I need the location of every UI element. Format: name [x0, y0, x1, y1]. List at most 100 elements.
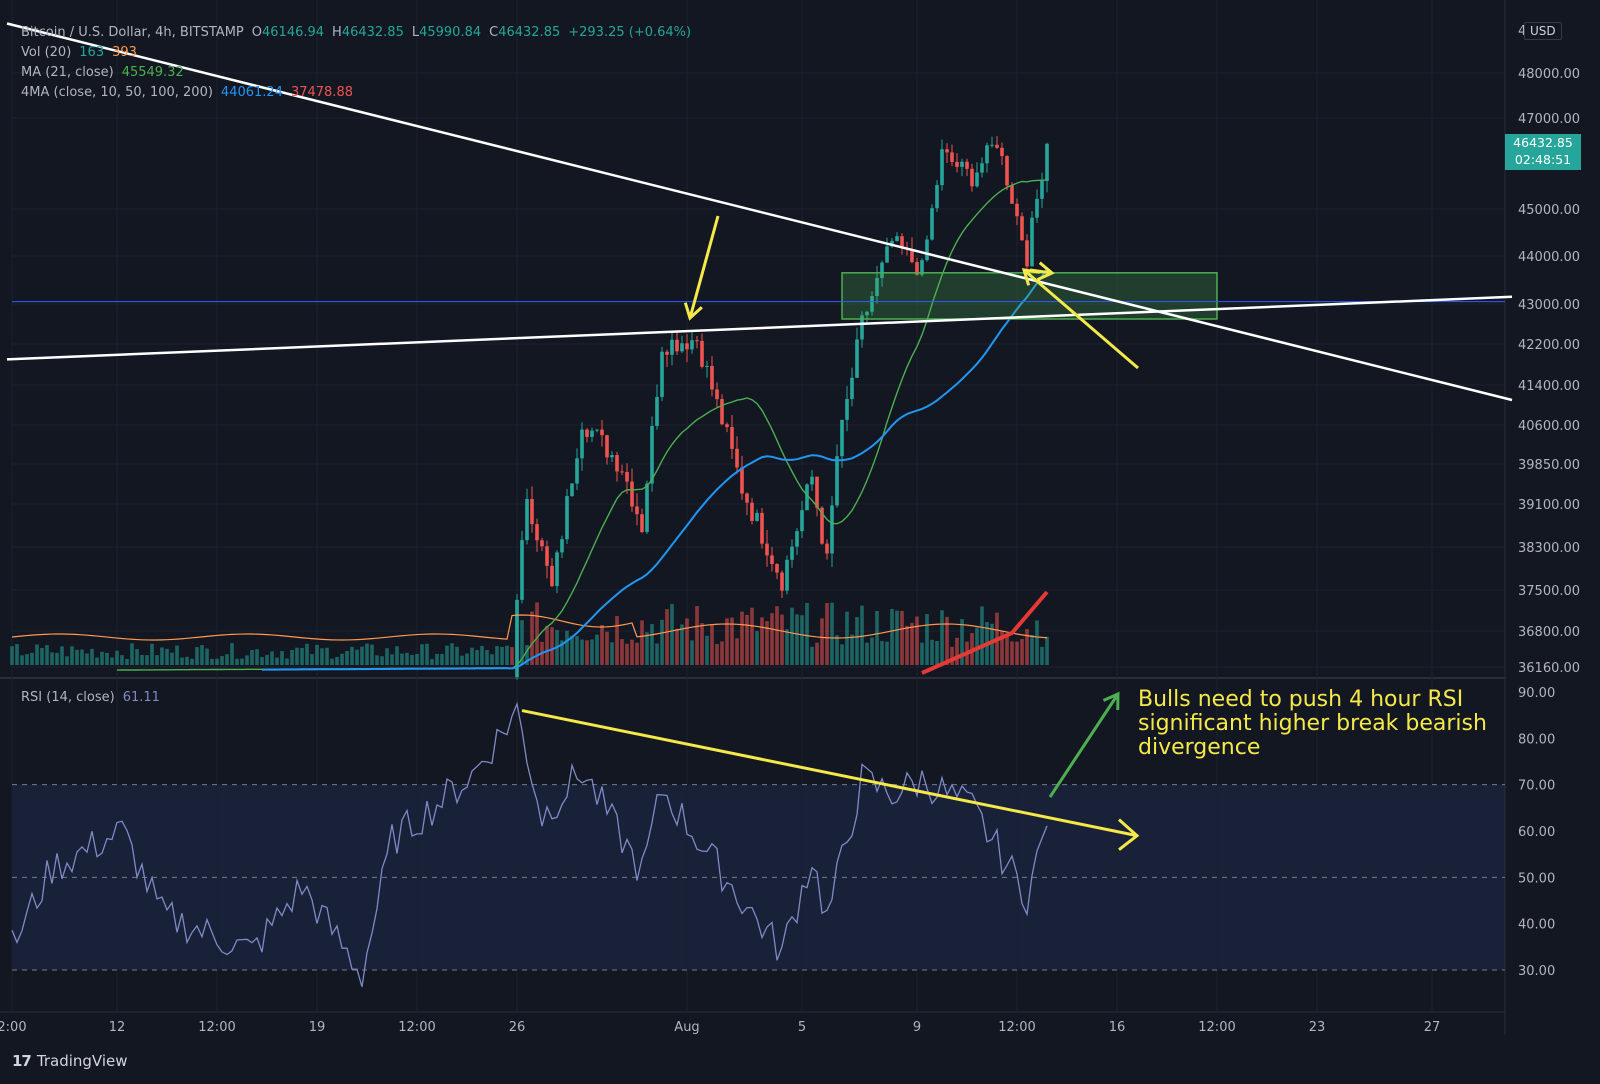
candle-body — [550, 565, 554, 587]
candle — [795, 528, 799, 555]
candle — [960, 158, 964, 177]
volume-bar — [115, 650, 119, 665]
volume-bar — [25, 654, 29, 665]
volume-bar — [505, 645, 509, 665]
volume-bar — [305, 643, 309, 665]
change-value: +293.25 (+0.64%) — [568, 25, 692, 40]
candle — [665, 349, 669, 368]
volume-bar — [690, 640, 694, 665]
volume-bar — [525, 645, 529, 665]
volume-bar — [65, 656, 69, 665]
time-tick-label: 26 — [509, 1020, 526, 1035]
ma-legend[interactable]: MA (21, close) 45549.32 — [21, 65, 192, 80]
volume-bar — [85, 653, 89, 665]
volume-bar — [80, 649, 84, 665]
candle — [1025, 234, 1029, 272]
volume-bar — [240, 658, 244, 665]
volume-bar — [50, 652, 54, 665]
volume-bar — [800, 615, 804, 665]
candle-body — [895, 236, 899, 241]
candle-body — [740, 467, 744, 494]
candle — [525, 488, 529, 545]
rsi-tick-label: 90.00 — [1518, 686, 1555, 701]
candle-body — [575, 458, 579, 484]
volume-bar — [125, 658, 129, 665]
volume-bar — [445, 645, 449, 665]
candle-body — [705, 365, 709, 367]
volume-bar — [840, 644, 844, 665]
candle-body — [780, 572, 784, 591]
candle-body — [790, 546, 794, 560]
vol-value-2: 393 — [112, 45, 137, 60]
candle — [940, 139, 944, 191]
candle — [885, 237, 889, 263]
volume-bar — [490, 654, 494, 665]
candle-body — [1030, 217, 1034, 267]
volume-bar — [850, 634, 854, 665]
volume-bar — [400, 653, 404, 665]
rsi-tick-label: 80.00 — [1518, 732, 1555, 747]
candle-body — [760, 512, 764, 544]
volume-bar — [590, 639, 594, 665]
arrow-shaft — [1023, 268, 1139, 370]
volume-bar — [595, 634, 599, 665]
candle — [520, 530, 524, 604]
candle — [1045, 142, 1049, 193]
candle — [925, 235, 929, 262]
candle — [725, 422, 729, 433]
volume-bar — [270, 651, 274, 665]
volume-bar — [680, 624, 684, 665]
volume-bar — [955, 637, 959, 665]
candle-body — [935, 185, 939, 209]
volume-bar — [470, 647, 474, 665]
candle-body — [685, 343, 689, 350]
volume-bar — [170, 652, 174, 665]
candle-body — [835, 456, 839, 506]
rsi-legend[interactable]: RSI (14, close) 61.11 — [21, 690, 168, 705]
candle-body — [710, 365, 714, 390]
candle — [660, 347, 664, 402]
candle — [695, 335, 699, 349]
price-tick-label: 39850.00 — [1518, 458, 1580, 473]
volume-bar — [745, 614, 749, 665]
volume-bar — [130, 643, 134, 665]
volume-bar — [210, 658, 214, 665]
volume-bar — [740, 611, 744, 665]
volume-bar — [295, 647, 299, 665]
candle-body — [1040, 180, 1044, 199]
currency-button[interactable]: USD — [1524, 22, 1562, 40]
volume-bar — [625, 643, 629, 665]
volume-bar — [885, 641, 889, 665]
volume-legend[interactable]: Vol (20) 163 393 — [21, 45, 145, 60]
breakout-arrow — [683, 215, 720, 321]
volume-bar — [375, 655, 379, 665]
candle-body — [715, 389, 719, 400]
candle-body — [600, 429, 604, 436]
volume-bar — [950, 646, 954, 665]
4ma-legend[interactable]: 4MA (close, 10, 50, 100, 200) 44061.24 374… — [21, 85, 361, 100]
candle — [570, 483, 574, 497]
candle — [705, 360, 709, 378]
volume-bar — [640, 620, 644, 665]
volume-bar — [755, 631, 759, 665]
candle — [985, 142, 989, 173]
candle — [530, 486, 534, 533]
volume-bar — [430, 658, 434, 665]
time-tick-label: 5 — [798, 1020, 806, 1035]
volume-bar — [645, 632, 649, 665]
candle — [625, 463, 629, 494]
volume-bar — [285, 658, 289, 665]
volume-bar — [355, 649, 359, 665]
tradingview-branding[interactable]: 17 TradingView — [12, 1052, 128, 1070]
candle — [755, 509, 759, 522]
volume-bar — [360, 646, 364, 665]
candle-body — [765, 543, 769, 556]
volume-bar — [975, 627, 979, 665]
candle — [600, 419, 604, 447]
candle-body — [655, 396, 659, 427]
candle-body — [925, 239, 929, 261]
volume-bar — [925, 614, 929, 665]
rsi-axis: 90.00 80.00 70.00 60.00 50.00 40.00 30.00 — [1518, 686, 1555, 979]
volume-bar — [945, 616, 949, 665]
